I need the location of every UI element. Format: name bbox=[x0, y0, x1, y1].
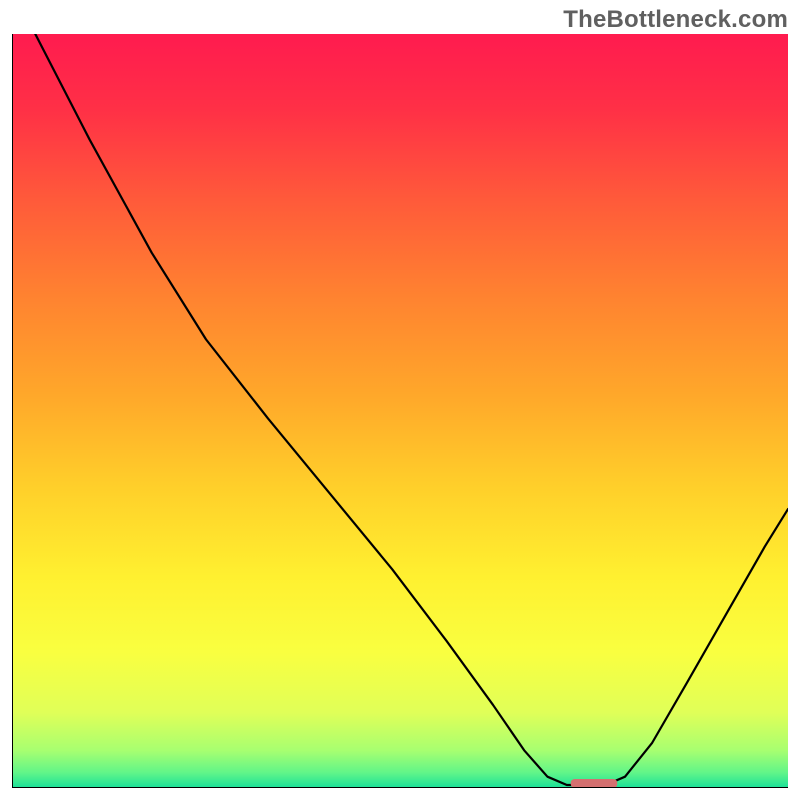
watermark-text: TheBottleneck.com bbox=[563, 6, 788, 34]
bottleneck-chart bbox=[12, 34, 788, 788]
chart-background bbox=[12, 34, 788, 788]
optimal-marker bbox=[571, 779, 618, 788]
chart-area bbox=[12, 34, 788, 788]
figure-container: TheBottleneck.com bbox=[0, 0, 800, 800]
